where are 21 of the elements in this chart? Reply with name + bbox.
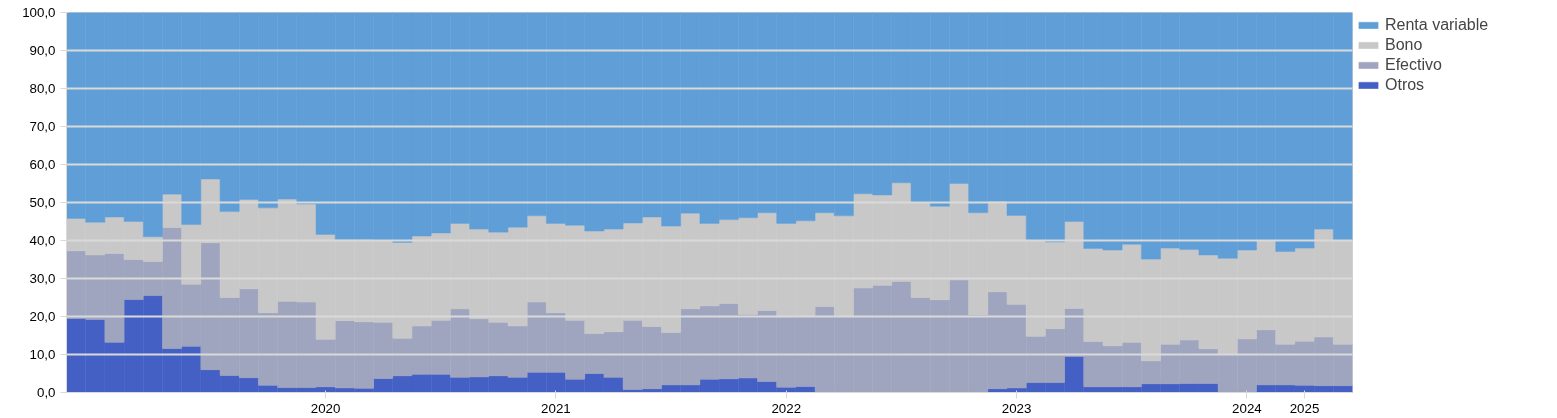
y-tick-label: 20,0 (29, 309, 56, 324)
y-tick-label: 100,0 (22, 5, 56, 20)
y-tick-label: 40,0 (29, 233, 56, 248)
x-tick-label: 2020 (310, 400, 341, 416)
y-tick-label: 50,0 (29, 195, 56, 210)
y-tick-label: 0,0 (36, 385, 56, 400)
legend-label: Renta variable (1385, 16, 1489, 34)
y-tick-label: 30,0 (29, 271, 56, 286)
y-tick-label: 10,0 (29, 347, 56, 362)
y-tick-label: 90,0 (29, 43, 56, 58)
x-tick-label: 2022 (771, 400, 802, 416)
legend-label: Efectivo (1385, 56, 1442, 74)
x-tick-label: 2021 (541, 400, 571, 416)
y-tick-label: 60,0 (29, 157, 56, 172)
y-tick-label: 70,0 (29, 119, 56, 134)
y-tick-label: 80,0 (29, 81, 56, 96)
x-tick-label: 2024 (1232, 400, 1263, 416)
legend-label: Otros (1385, 76, 1425, 94)
x-tick-label: 2025 (1289, 400, 1320, 416)
legend-label: Bono (1385, 36, 1423, 54)
x-tick-label: 2023 (1001, 400, 1032, 416)
